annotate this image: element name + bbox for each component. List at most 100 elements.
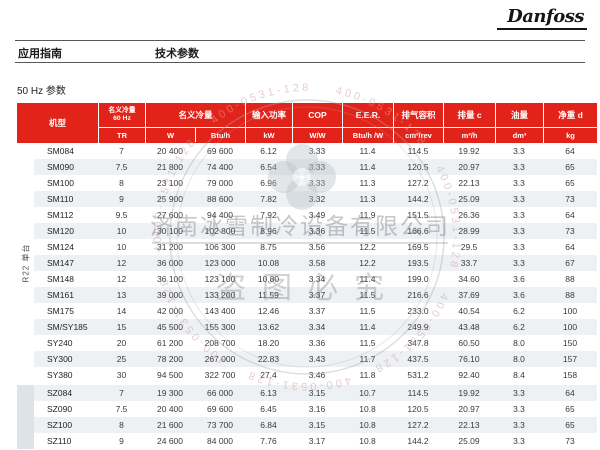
value-cell: 73 700	[207, 420, 233, 430]
value-cell: 18.20	[257, 338, 280, 348]
value-cell: 3.34	[308, 322, 326, 332]
value-cell: 30	[116, 370, 127, 380]
model-cell: SM090	[47, 162, 74, 172]
table-row: SM110 9 25 900 88 600 7.82 3.32 11.3 144.2 25.09…	[34, 191, 597, 207]
table-row: SZ090 7.5 20 400 69 600 6.45 3.16 10.8 120.5 20.…	[34, 401, 597, 417]
model-cell: SZ100	[47, 420, 73, 430]
value-cell: 3.17	[308, 436, 326, 446]
value-cell: 3.16	[308, 404, 326, 414]
value-cell: 6.13	[260, 388, 277, 398]
col-unit-w: W	[166, 130, 175, 140]
value-cell: 25 900	[157, 194, 183, 204]
value-cell: 193.5	[407, 258, 429, 268]
value-cell: 14	[116, 306, 127, 316]
value-cell: 3.36	[308, 226, 326, 236]
table-row: SM112 9.5 27 600 94 400 7.92 3.49 11.9 151.5 26.…	[34, 207, 597, 223]
value-cell: 73	[565, 436, 575, 446]
value-cell: 19 300	[157, 388, 183, 398]
value-cell: 74 400	[207, 162, 233, 172]
model-cell: SM161	[47, 290, 74, 300]
table-row: SM175 14 42 000 143 400 12.46 3.37 11.5 233.0 40…	[34, 303, 597, 319]
value-cell: 3.46	[308, 370, 326, 380]
col-unit-btuh: Btu/h	[195, 128, 245, 142]
value-cell: 12.2	[359, 242, 376, 252]
model-cell: SM112	[47, 210, 74, 220]
cap60-line2: 60 Hz	[113, 115, 131, 122]
value-cell: 11.5	[359, 226, 376, 236]
value-cell: 22.13	[458, 178, 480, 188]
model-cell: SM100	[47, 178, 74, 188]
value-cell: 34.60	[458, 274, 480, 284]
top-divider	[15, 40, 585, 41]
value-cell: 30 100	[157, 226, 183, 236]
value-cell: 166.6	[407, 226, 429, 236]
value-cell: 3.6	[513, 274, 525, 284]
value-cell: 3.3	[513, 178, 525, 188]
group-label: R22 单台	[21, 243, 30, 283]
value-cell: 8.75	[260, 242, 277, 252]
value-cell: 157	[562, 354, 578, 364]
value-cell: 3.3	[513, 404, 525, 414]
value-cell: 155 300	[204, 322, 236, 332]
table-row: SM161 13 39 000 133 200 11.59 3.37 11.5 216.6 37…	[34, 287, 597, 303]
value-cell: 11.4	[359, 322, 376, 332]
value-cell: 39 000	[157, 290, 183, 300]
col-unit-cm3rev: cm³/rev	[394, 127, 443, 142]
value-cell: 10.80	[257, 274, 280, 284]
value-cell: 23 100	[157, 178, 183, 188]
table-row: SM147 12 36 000 123 000 10.08 3.58 12.2 193.5 33…	[34, 255, 597, 271]
doc-category: 应用指南	[18, 48, 62, 60]
value-cell: 66 000	[207, 388, 233, 398]
value-cell: 20 400	[157, 146, 183, 156]
table-row: SZ110 9 24 600 84 000 7.76 3.17 10.8 144.2 25.09…	[34, 433, 597, 449]
danfoss-logo: Danfoss	[497, 6, 587, 30]
value-cell: 3.3	[513, 226, 525, 236]
col-header-cop: COP W/W	[292, 103, 342, 143]
value-cell: 94 500	[157, 370, 183, 380]
value-cell: 13.62	[257, 322, 280, 332]
value-cell: 88	[565, 290, 575, 300]
value-cell: 3.56	[308, 242, 326, 252]
table-body: R22 单台 SM084 7 20 400 69 600 6.12 3.33 11.4 114.…	[17, 143, 597, 449]
value-cell: 114.5	[407, 388, 429, 398]
value-cell: 8.0	[513, 338, 525, 348]
value-cell: 11.5	[359, 306, 376, 316]
value-cell: 7.76	[260, 436, 277, 446]
value-cell: 36 100	[157, 274, 183, 284]
col-unit-btuhw: Btu/h /W	[343, 127, 393, 142]
value-cell: 10.8	[359, 420, 376, 430]
value-cell: 12.2	[359, 258, 376, 268]
value-cell: 12	[116, 274, 127, 284]
table-row: SY240 20 61 200 208 700 18.20 3.36 11.5 347.8 60…	[34, 335, 597, 351]
value-cell: 7.82	[260, 194, 277, 204]
model-cell: SZ084	[47, 388, 73, 398]
value-cell: 143 400	[204, 306, 236, 316]
value-cell: 3.49	[308, 210, 326, 220]
value-cell: 6.96	[260, 178, 277, 188]
col-header-model-label: 机型	[48, 118, 66, 128]
value-cell: 151.5	[407, 210, 429, 220]
value-cell: 531.2	[407, 370, 429, 380]
value-cell: 6.12	[260, 146, 277, 156]
value-cell: 322 700	[204, 370, 236, 380]
value-cell: 69 600	[207, 146, 233, 156]
value-cell: 33.7	[460, 258, 478, 268]
value-cell: 144.2	[407, 436, 429, 446]
value-cell: 3.36	[308, 338, 326, 348]
value-cell: 3.33	[308, 178, 326, 188]
page-title: 技术参数	[155, 48, 199, 60]
table-header: 机型 名义冷量 60 Hz TR 名义冷量 W Btu/h 输入功率 kW CO…	[17, 103, 597, 143]
value-cell: 28.99	[458, 226, 480, 236]
value-cell: 3.37	[308, 290, 326, 300]
value-cell: 13	[116, 290, 127, 300]
title-bar: 应用指南 技术参数	[18, 45, 583, 61]
value-cell: 133 200	[204, 290, 236, 300]
value-cell: 437.5	[407, 354, 429, 364]
value-cell: 21 800	[157, 162, 183, 172]
model-cell: SY300	[47, 354, 73, 364]
value-cell: 3.3	[513, 242, 525, 252]
value-cell: 22.13	[458, 420, 480, 430]
value-cell: 120.5	[407, 162, 429, 172]
col-header-weight-label: 净重 d	[558, 110, 583, 120]
value-cell: 25.09	[458, 194, 480, 204]
